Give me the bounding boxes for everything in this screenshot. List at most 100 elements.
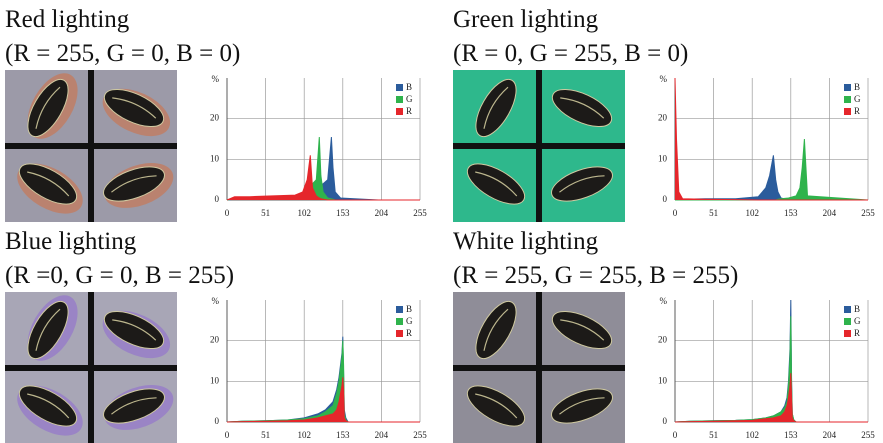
legend-swatch <box>396 330 403 337</box>
photo-divider <box>453 365 625 371</box>
panel-subtitle: (R = 255, G = 0, B = 0) <box>5 40 240 67</box>
series-line <box>674 299 868 423</box>
panel-title: White lighting <box>453 228 599 255</box>
seed <box>103 388 165 424</box>
seed <box>551 166 613 202</box>
x-tick-label: 255 <box>861 208 875 218</box>
x-tick-label: 204 <box>375 208 389 218</box>
legend-label: R <box>854 328 860 338</box>
panel-subtitle: (R = 0, G = 255, B = 0) <box>453 40 688 67</box>
area-fill <box>675 373 868 422</box>
legend-swatch <box>844 330 851 337</box>
legend-label: G <box>854 94 861 104</box>
y-axis-label: % <box>212 74 220 84</box>
seed-stripe <box>111 175 157 193</box>
seed-stripe <box>560 319 605 341</box>
seed-stripe <box>35 308 61 351</box>
x-tick-label: 255 <box>413 208 427 218</box>
y-tick-label: 20 <box>210 335 220 345</box>
x-tick-label: 0 <box>225 430 230 440</box>
x-tick-label: 51 <box>709 430 718 440</box>
series-line <box>226 377 420 423</box>
legend-label: B <box>406 82 412 92</box>
x-tick-label: 153 <box>784 208 798 218</box>
y-tick-label: 20 <box>658 335 668 345</box>
y-tick-label: 10 <box>658 375 668 385</box>
x-tick-label: 153 <box>336 208 350 218</box>
y-tick-label: 10 <box>658 153 668 163</box>
legend-swatch <box>396 108 403 115</box>
legend-swatch <box>844 318 851 325</box>
seed-stripe <box>559 175 605 193</box>
x-tick-label: 102 <box>745 208 759 218</box>
x-tick-label: 102 <box>297 208 311 218</box>
area-fill <box>675 316 868 422</box>
seed-stripe <box>560 97 605 119</box>
photo-divider <box>5 365 177 371</box>
x-tick-label: 255 <box>413 430 427 440</box>
y-tick-label: 20 <box>210 113 220 123</box>
y-tick-label: 0 <box>663 194 668 204</box>
seed-stripe <box>27 171 70 197</box>
legend-swatch <box>844 84 851 91</box>
x-tick-label: 102 <box>297 430 311 440</box>
seed-stripe <box>112 97 157 119</box>
series-line <box>674 373 868 423</box>
y-tick-label: 20 <box>658 113 668 123</box>
legend-label: R <box>406 106 412 116</box>
y-axis-label: % <box>660 74 668 84</box>
seed-stripe <box>559 397 605 415</box>
panel-subtitle: (R =0, G = 0, B = 255) <box>5 262 234 289</box>
legend-label: B <box>854 82 860 92</box>
y-tick-label: 10 <box>210 375 220 385</box>
seed-stripe <box>475 171 518 197</box>
legend-swatch <box>396 318 403 325</box>
y-tick-label: 10 <box>210 153 220 163</box>
legend-swatch <box>844 96 851 103</box>
seed-stripe <box>27 393 70 419</box>
x-tick-label: 153 <box>784 430 798 440</box>
x-tick-label: 51 <box>709 208 718 218</box>
legend-swatch <box>396 96 403 103</box>
legend-swatch <box>844 108 851 115</box>
area-fill <box>227 137 420 200</box>
panel-title: Green lighting <box>453 6 599 33</box>
seed-stripe <box>111 397 157 415</box>
legend-label: G <box>406 316 413 326</box>
area-fill <box>675 300 868 422</box>
area-fill <box>675 155 868 200</box>
y-tick-label: 0 <box>663 416 668 426</box>
seed-stripe <box>35 86 61 129</box>
seed-stripe <box>483 86 509 129</box>
x-tick-label: 51 <box>261 430 270 440</box>
panel-title: Blue lighting <box>5 228 137 255</box>
x-tick-label: 255 <box>861 430 875 440</box>
seed <box>103 166 165 202</box>
panel-subtitle: (R = 255, G = 255, B = 255) <box>453 262 738 289</box>
x-tick-label: 51 <box>261 208 270 218</box>
legend-label: B <box>406 304 412 314</box>
y-tick-label: 0 <box>215 416 220 426</box>
photo-divider <box>453 143 625 149</box>
y-tick-label: 0 <box>215 194 220 204</box>
series-line <box>226 336 420 423</box>
series-line <box>674 77 868 201</box>
x-tick-label: 0 <box>673 208 678 218</box>
x-tick-label: 204 <box>823 208 837 218</box>
legend-label: G <box>854 316 861 326</box>
x-tick-label: 153 <box>336 430 350 440</box>
panel-title: Red lighting <box>5 6 130 33</box>
legend-swatch <box>396 84 403 91</box>
legend-label: B <box>854 304 860 314</box>
legend-swatch <box>844 306 851 313</box>
series-line <box>226 155 420 201</box>
series-line <box>674 316 868 423</box>
legend-label: R <box>406 328 412 338</box>
seed <box>551 388 613 424</box>
seed-stripe <box>112 319 157 341</box>
x-tick-label: 102 <box>745 430 759 440</box>
x-tick-label: 0 <box>225 208 230 218</box>
legend-label: G <box>406 94 413 104</box>
x-tick-label: 204 <box>823 430 837 440</box>
seed-stripe <box>475 393 518 419</box>
